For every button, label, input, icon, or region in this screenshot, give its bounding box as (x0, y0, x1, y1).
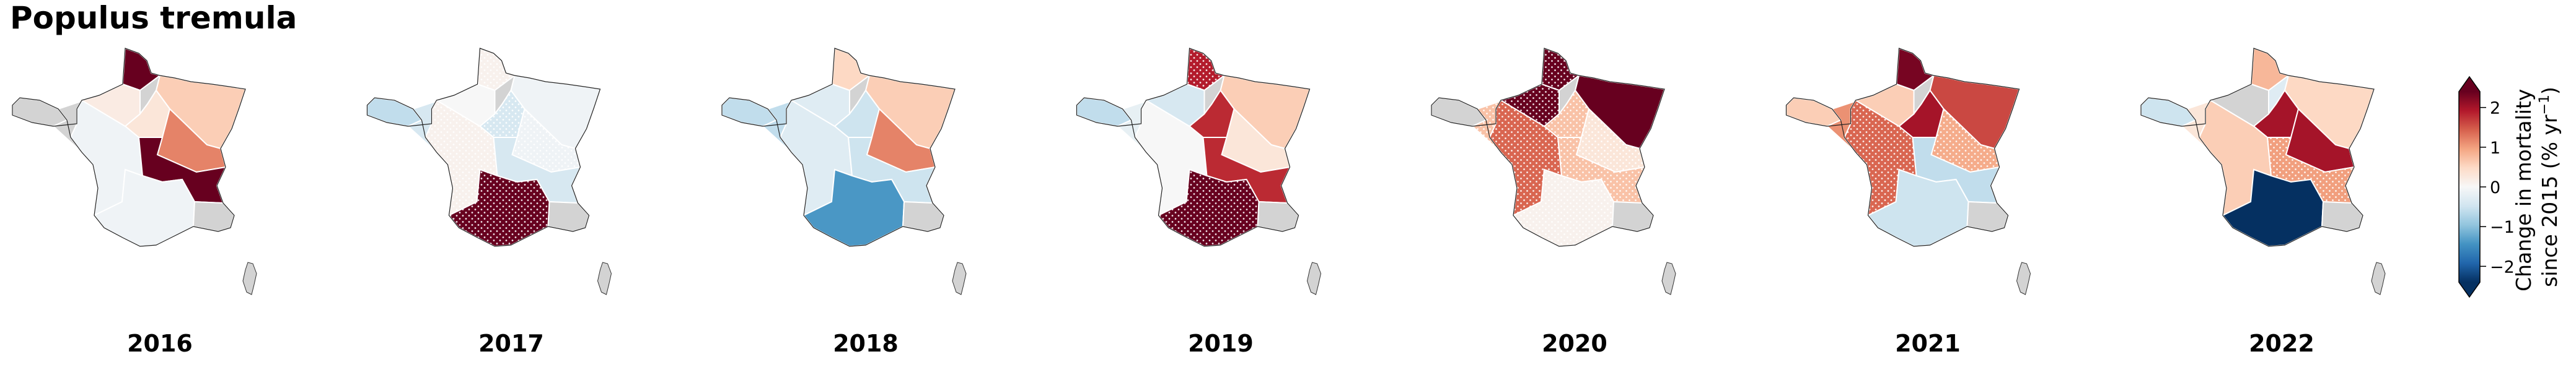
region-hatch (1501, 84, 1559, 126)
region-hatch (1576, 109, 1645, 172)
region-provence-alpes-c-te-d-azur (902, 201, 945, 233)
colorbar-extend-top (2459, 77, 2480, 92)
region-bretagne (366, 97, 423, 127)
region-provence-alpes-c-te-d-azur (1257, 201, 1299, 233)
region-provence-alpes-c-te-d-azur (2321, 201, 2364, 233)
region-provence-alpes-c-te-d-azur (1966, 201, 2009, 233)
colorbar-label-line2-prefix: since 2015 (% yr (2538, 114, 2562, 287)
colorbar-label: Change in mortality since 2015 (% yr−1) (2512, 82, 2562, 291)
region-corse (1661, 262, 1676, 295)
country-outline (1076, 48, 1311, 247)
region-corse (2371, 262, 2386, 295)
country-outline (12, 48, 246, 247)
colorbar-tick-label: 1 (2490, 139, 2500, 158)
colorbar-label-line1: Change in mortality (2512, 89, 2536, 291)
region-hatch (1158, 170, 1259, 246)
year-label: 2022 (2249, 330, 2314, 357)
year-label: 2018 (833, 330, 899, 357)
colorbar-bar (2459, 92, 2480, 282)
country-outline (366, 48, 601, 247)
map-2022 (2140, 47, 2386, 295)
region-provence-alpes-c-te-d-azur (192, 201, 235, 233)
region-bretagne (12, 97, 68, 127)
colorbar-ticks: 2 1 0 −1 −2 (2480, 99, 2515, 277)
region-corse (952, 262, 967, 295)
region-bretagne (1431, 97, 1487, 127)
region-bretagne (2140, 97, 2197, 127)
colorbar-label-line2: since 2015 (% yr−1) (2537, 87, 2562, 287)
region-hatch (1931, 109, 2000, 172)
year-label: 2017 (478, 330, 544, 357)
region-corse (242, 262, 257, 295)
year-label: 2019 (1188, 330, 1254, 357)
region-hatch (1544, 90, 1589, 137)
colorbar-tick-label: 2 (2490, 99, 2500, 118)
map-2020 (1431, 47, 1676, 295)
region-hatch (449, 170, 550, 246)
region-hatch (1542, 48, 1579, 90)
region-corse (1306, 262, 1322, 295)
region-hatch (477, 48, 515, 90)
country-outline (1431, 48, 1665, 247)
map-2021 (1785, 47, 2031, 295)
region-bretagne (1785, 97, 1842, 127)
colorbar: 2 1 0 −1 −2 Change in mortality since 2015 (… (2458, 76, 2562, 298)
region-hatch (1187, 48, 1224, 90)
region-bretagne (721, 97, 778, 127)
map-2019 (1076, 47, 1322, 295)
map-2017 (366, 47, 612, 295)
map-2016 (12, 47, 257, 295)
region-hatch (512, 109, 581, 172)
region-corse (597, 262, 612, 295)
region-hatch (1513, 170, 1614, 246)
figure-title: Populus tremula (10, 0, 297, 36)
colorbar-tick-label: −2 (2490, 257, 2515, 277)
year-label: 2020 (1542, 330, 1607, 357)
region-corse (2016, 262, 2031, 295)
year-label: 2016 (127, 330, 193, 357)
region-hatch (1558, 137, 1645, 203)
colorbar-extend-bottom (2459, 282, 2480, 297)
region-hatch (1844, 100, 1917, 215)
region-hatch (1490, 100, 1562, 215)
colorbar-tick-label: −1 (2490, 218, 2515, 237)
region-provence-alpes-c-te-d-azur (1611, 201, 1655, 233)
colorbar-label-line2-suffix: ) (2538, 87, 2562, 95)
year-label: 2021 (1895, 330, 1961, 357)
map-2018 (721, 47, 967, 295)
colorbar-label-line2-sup: −1 (2537, 95, 2552, 114)
colorbar-tick-label: 0 (2490, 178, 2500, 197)
maps-layer: 2016 2017 2018 2019 2020 2021 2022 (12, 47, 2386, 357)
region-provence-alpes-c-te-d-azur (547, 201, 590, 233)
country-outline (1785, 48, 2020, 247)
region-bretagne (1076, 97, 1133, 127)
region-hatch (425, 100, 498, 215)
region-hatch (2267, 137, 2354, 203)
country-outline (2140, 48, 2375, 247)
region-hatch (480, 90, 525, 137)
country-outline (721, 48, 956, 247)
colorbar-outline (2458, 76, 2481, 298)
